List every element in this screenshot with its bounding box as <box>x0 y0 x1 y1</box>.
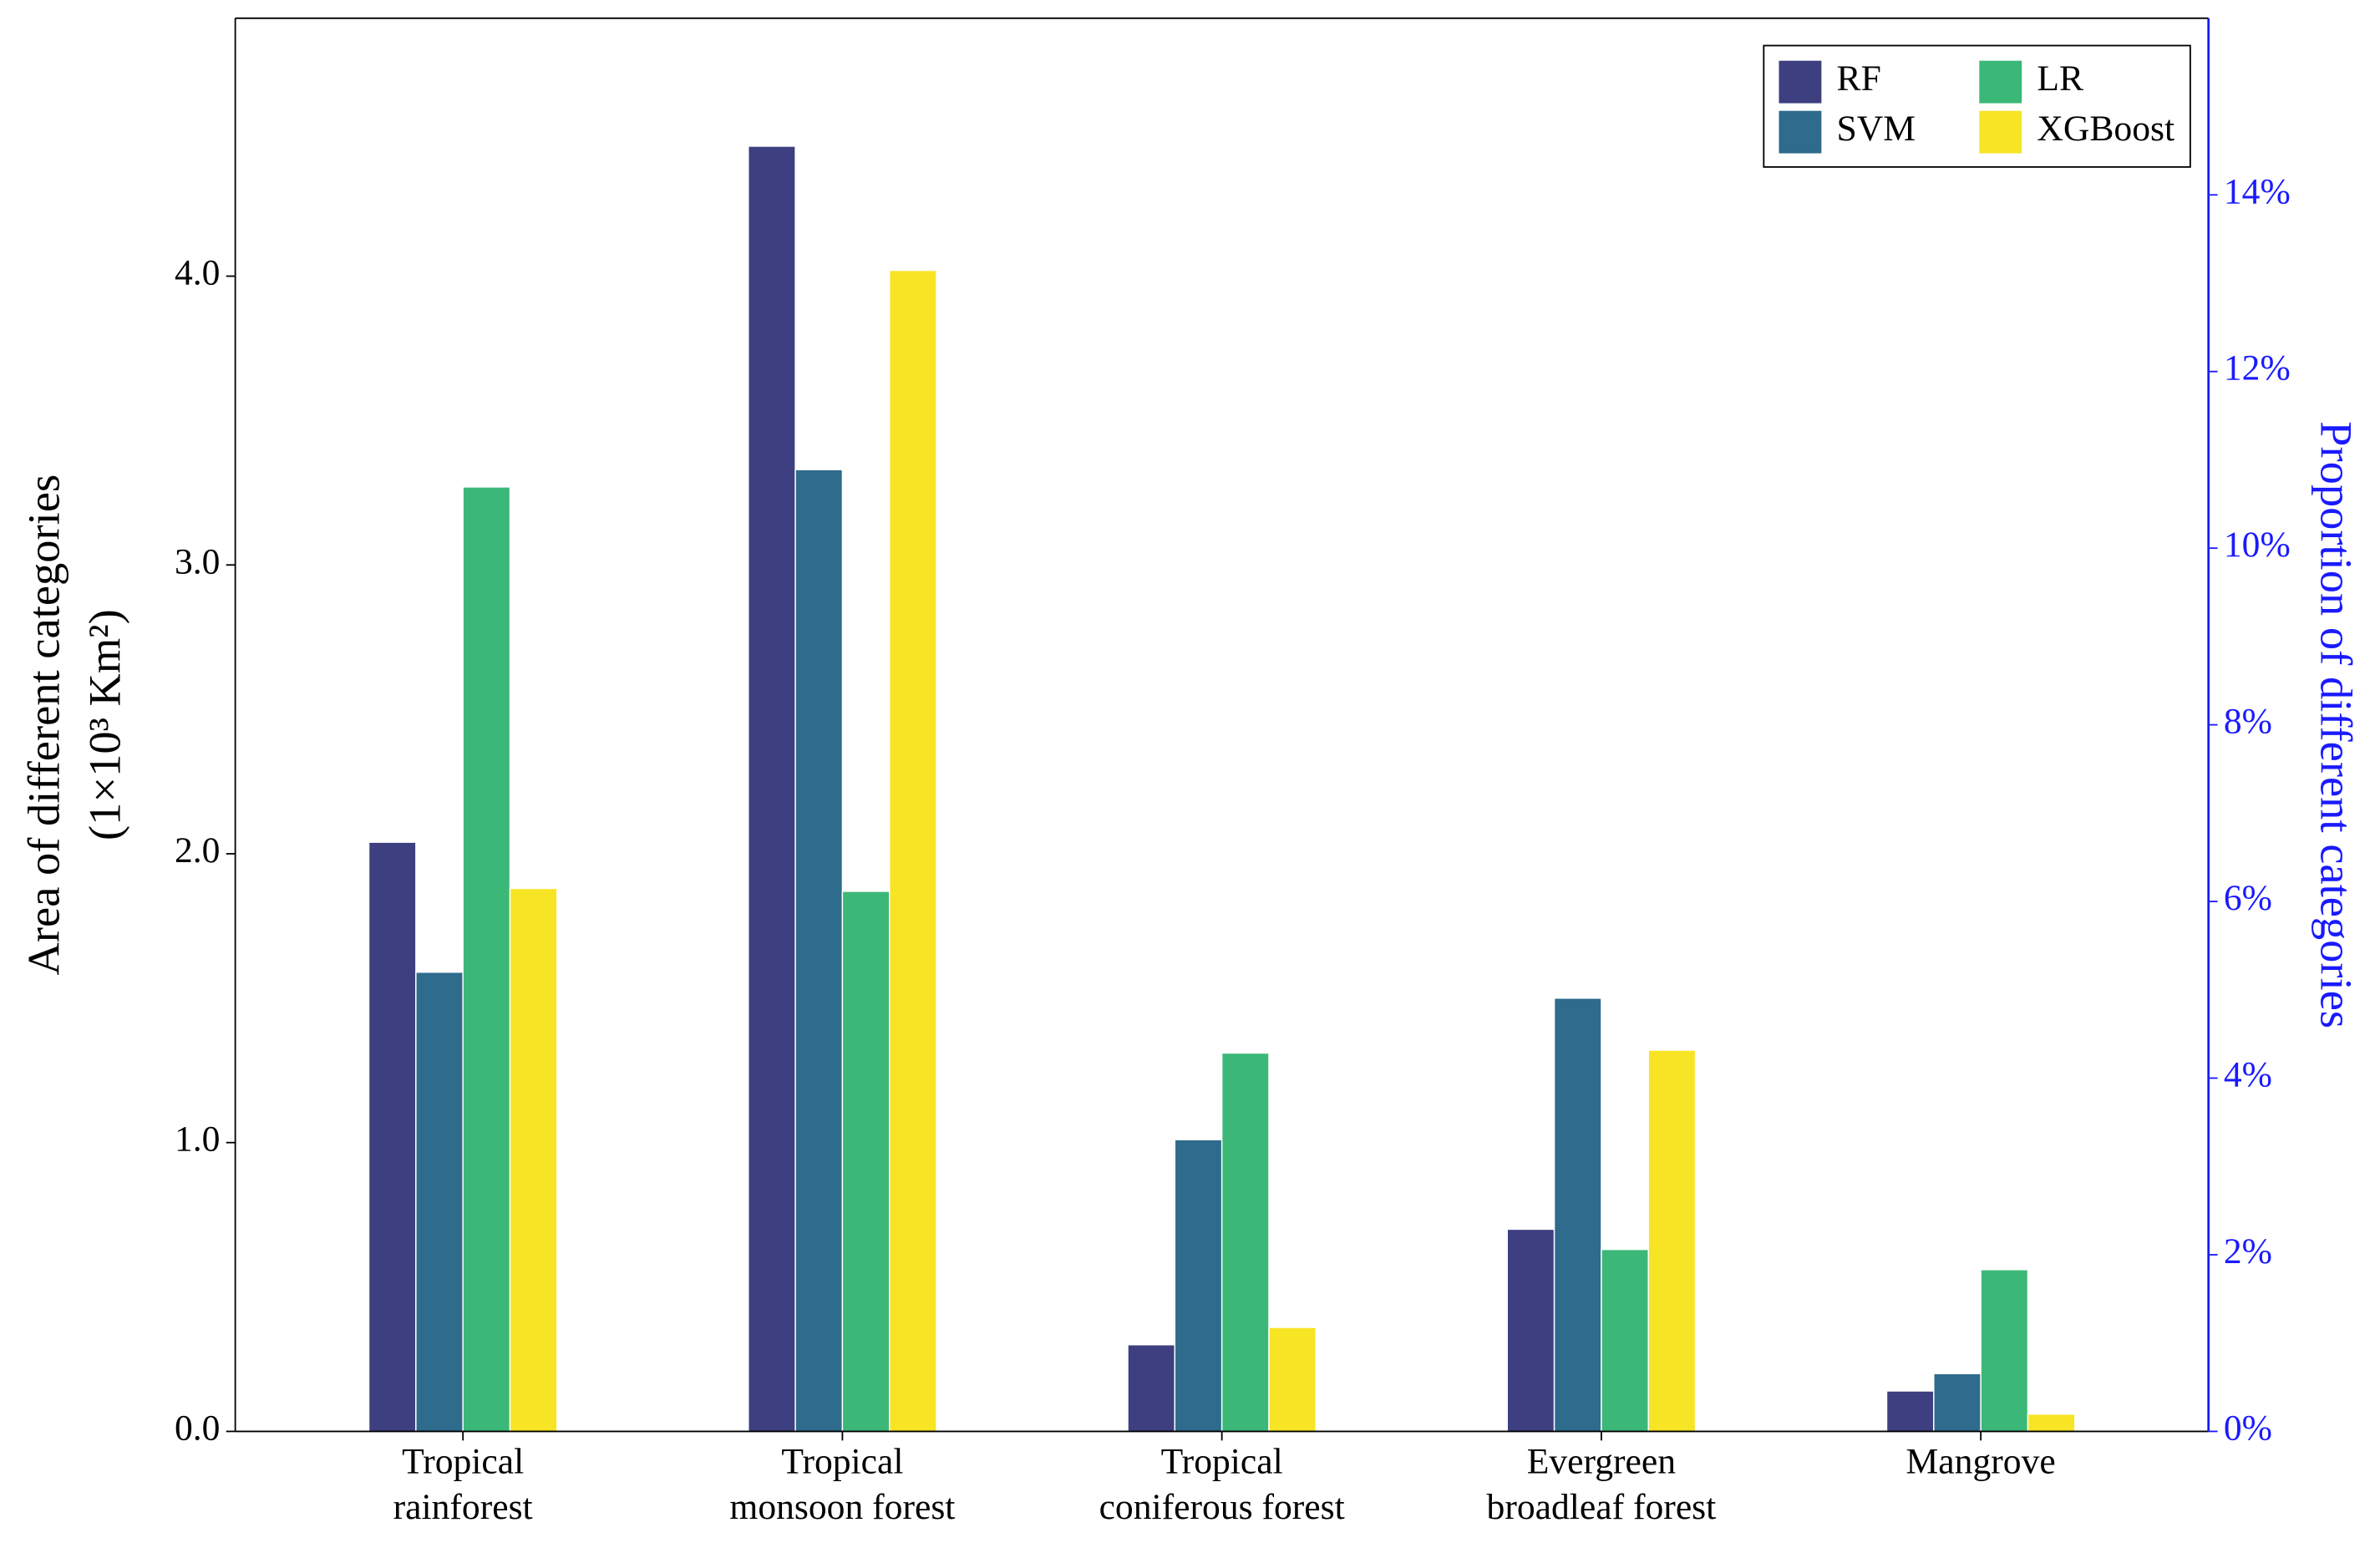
bar <box>1220 1052 1270 1433</box>
bar <box>462 486 511 1433</box>
bar <box>1980 1269 2029 1433</box>
y-tick-label: 3.0 <box>175 541 221 581</box>
bar <box>1174 1139 1223 1433</box>
y2-tick-label: 6% <box>2224 878 2272 918</box>
bar <box>889 269 937 1433</box>
x-tick-label: Tropical rainforest <box>393 1441 533 1527</box>
y-tick-label: 4.0 <box>175 253 221 293</box>
y2-tick-label: 14% <box>2224 171 2291 211</box>
x-tick-label: Mangrove <box>1906 1441 2056 1481</box>
legend-label: SVM <box>1837 109 1916 149</box>
bar <box>368 841 417 1433</box>
bar <box>1127 1343 1176 1433</box>
bar <box>1601 1248 1649 1433</box>
y-axis-label: Area of different categories <box>18 475 69 976</box>
bar <box>748 145 796 1433</box>
bar <box>794 469 844 1433</box>
y2-tick-label: 4% <box>2224 1055 2272 1095</box>
legend-label: XGBoost <box>2037 109 2174 149</box>
bar <box>1933 1373 1982 1433</box>
x-tick-label: Tropical coniferous forest <box>1099 1441 1345 1527</box>
y2-tick-label: 8% <box>2224 702 2272 742</box>
y2-tick-label: 0% <box>2224 1408 2272 1448</box>
bar <box>841 891 891 1433</box>
y2-tick-label: 10% <box>2224 525 2291 565</box>
y-tick-label: 2.0 <box>175 830 221 870</box>
legend-swatch <box>1779 60 1822 104</box>
y2-tick-label: 12% <box>2224 348 2291 388</box>
y-tick-label: 0.0 <box>175 1408 221 1448</box>
y-tick-label: 1.0 <box>175 1119 221 1160</box>
bar <box>1268 1327 1317 1433</box>
legend-box <box>1763 44 2191 168</box>
bar <box>1553 997 1602 1433</box>
y2-axis-label: Proportion of different categories <box>2311 421 2362 1028</box>
legend-swatch <box>1779 110 1822 154</box>
legend-label: LR <box>2037 58 2084 99</box>
legend-swatch <box>1979 110 2022 154</box>
x-tick-label: Evergreen broadleaf forest <box>1487 1441 1717 1527</box>
bar <box>1506 1228 1555 1433</box>
bar <box>415 972 464 1433</box>
legend-swatch <box>1979 60 2022 104</box>
legend-label: RF <box>1837 58 1881 99</box>
bar <box>1885 1390 1935 1433</box>
y-axis-label: (1×10³ Km²) <box>79 609 129 840</box>
bar <box>2027 1413 2076 1433</box>
bar <box>509 887 558 1433</box>
bar <box>1647 1049 1697 1433</box>
x-tick-label: Tropical monsoon forest <box>729 1441 955 1527</box>
y2-tick-label: 2% <box>2224 1231 2272 1271</box>
